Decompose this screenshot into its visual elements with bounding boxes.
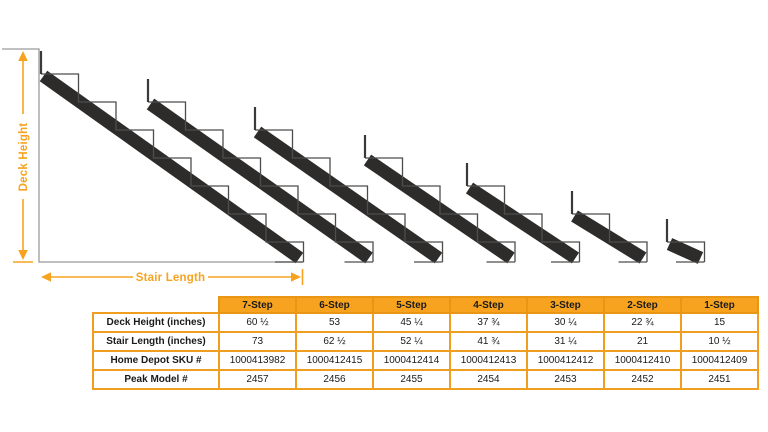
column-header: 1-Step	[680, 296, 759, 314]
table-row: Deck Height (inches) 60 ½ 53 45 ¼ 37 ¾ 30 ¼ 22…	[92, 312, 759, 333]
table-cell: 31 ¼	[526, 331, 605, 352]
table-cell: 2457	[218, 369, 297, 390]
table-cell: 41 ¾	[449, 331, 528, 352]
deck-and-ground-outline	[2, 48, 303, 263]
arrow-up-icon	[18, 51, 28, 61]
table-cell: 1000412412	[526, 350, 605, 371]
deck-height-label: Deck Height	[18, 123, 30, 192]
table-cell: 73	[218, 331, 297, 352]
table-cell: 1000412414	[372, 350, 451, 371]
column-header: 6-Step	[295, 296, 374, 314]
row-label: Deck Height (inches)	[92, 312, 220, 333]
row-label: Stair Length (inches)	[92, 331, 220, 352]
table-cell: 1000412410	[603, 350, 682, 371]
spec-table-header: 7-Step 6-Step 5-Step 4-Step 3-Step 2-Step 1-St…	[93, 296, 759, 314]
7-step-stringer-board	[39, 70, 304, 264]
column-header: 5-Step	[372, 296, 451, 314]
table-cell: 2452	[603, 369, 682, 390]
5-step-step-outline	[255, 129, 444, 263]
1-step-step-outline	[667, 241, 706, 263]
arrow-left-icon	[41, 272, 51, 282]
column-header: 4-Step	[449, 296, 528, 314]
5-step-stringer	[253, 107, 444, 264]
table-cell: 52 ¼	[372, 331, 451, 352]
3-step-step-outline	[467, 185, 581, 263]
corner-cell	[93, 297, 219, 313]
table-cell: 60 ½	[218, 312, 297, 333]
row-label: Peak Model #	[92, 369, 220, 390]
table-cell: 2454	[449, 369, 528, 390]
table-cell: 1000412409	[680, 350, 759, 371]
4-step-stringer-board	[363, 154, 515, 264]
1-step-stringer-board	[666, 238, 704, 264]
7-step-stringer	[39, 51, 305, 264]
column-header: 7-Step	[218, 296, 297, 314]
3-step-stringer-board	[465, 182, 580, 264]
2-step-stringer	[570, 191, 648, 264]
stair-length-dimension: Stair Length	[41, 269, 304, 285]
arrow-down-icon	[18, 250, 28, 260]
table-cell: 2456	[295, 369, 374, 390]
table-cell: 21	[603, 331, 682, 352]
table-cell: 53	[295, 312, 374, 333]
4-step-stringer	[363, 135, 516, 264]
stair-diagram: Deck Height Stair Length	[2, 48, 706, 285]
stair-length-label: Stair Length	[136, 272, 206, 284]
arrow-right-icon	[291, 272, 301, 282]
6-step-step-outline	[148, 101, 374, 263]
spec-table-body: Deck Height (inches) 60 ½ 53 45 ¼ 37 ¾ 30 ¼ 22…	[92, 312, 759, 390]
6-step-stringer	[146, 79, 374, 264]
table-cell: 45 ¼	[372, 312, 451, 333]
4-step-step-outline	[365, 157, 516, 263]
table-cell: 15	[680, 312, 759, 333]
3-step-stringer	[465, 163, 581, 264]
table-cell: 1000413982	[218, 350, 297, 371]
5-step-stringer-board	[253, 126, 443, 264]
table-cell: 37 ¾	[449, 312, 528, 333]
table-cell: 22 ¾	[603, 312, 682, 333]
table-cell: 2451	[680, 369, 759, 390]
table-row: Peak Model #2457 2456 2455 2454 2453 2452 2451	[92, 369, 759, 390]
table-row: Home Depot SKU #1000413982 1000412415 1000…	[92, 350, 759, 371]
table-cell: 1000412415	[295, 350, 374, 371]
column-header: 3-Step	[526, 296, 605, 314]
table-cell: 2453	[526, 369, 605, 390]
2-step-stringer-board	[571, 210, 647, 264]
table-cell: 1000412413	[449, 350, 528, 371]
spec-table: 7-Step 6-Step 5-Step 4-Step 3-Step 2-Step 1-St…	[92, 296, 759, 390]
2-step-step-outline	[572, 213, 648, 263]
1-step-stringer	[665, 219, 706, 264]
header-row: 7-Step 6-Step 5-Step 4-Step 3-Step 2-Step 1-St…	[93, 296, 759, 314]
row-label: Home Depot SKU #	[92, 350, 220, 371]
7-step-step-outline	[41, 73, 305, 263]
deck-height-dimension: Deck Height	[13, 51, 33, 263]
table-cell: 10 ½	[680, 331, 759, 352]
table-cell: 2455	[372, 369, 451, 390]
table-cell: 30 ¼	[526, 312, 605, 333]
table-cell: 62 ½	[295, 331, 374, 352]
column-header: 2-Step	[603, 296, 682, 314]
stringer-group	[39, 51, 706, 264]
